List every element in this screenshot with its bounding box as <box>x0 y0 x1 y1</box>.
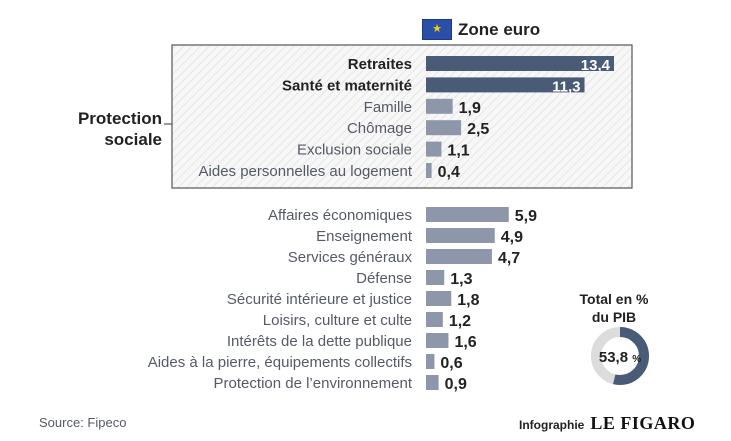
total-value-number: 53,8 <box>598 349 629 366</box>
total-value: 53,8 % <box>590 349 650 366</box>
total-title-line2: du PIB <box>591 309 637 325</box>
value-label: 11,3 <box>552 78 580 95</box>
group-label-line2: sociale <box>104 130 162 149</box>
category-label: Aides personnelles au logement <box>199 163 413 180</box>
bar <box>426 141 442 157</box>
bar <box>426 207 509 222</box>
category-label: Santé et maternité <box>282 77 412 94</box>
category-label: Sécurité intérieure et justice <box>227 291 412 308</box>
total-title-line1: Total en % <box>579 291 649 307</box>
category-label: Loisirs, culture et culte <box>263 312 412 329</box>
bar <box>426 354 435 369</box>
value-label: 0,9 <box>445 376 467 393</box>
value-label: 0,4 <box>438 164 460 181</box>
eu-flag-icon: ★ <box>422 19 452 40</box>
value-label: 4,7 <box>498 250 520 267</box>
bar <box>426 291 452 306</box>
bar <box>426 98 453 114</box>
bar <box>426 77 585 93</box>
total-value-unit: % <box>632 354 642 365</box>
category-label: Retraites <box>348 56 412 73</box>
legend-label: Zone euro <box>458 19 541 39</box>
value-label: 1,9 <box>459 100 481 117</box>
category-label: Services généraux <box>288 249 413 266</box>
value-label: 4,9 <box>501 229 523 246</box>
bar <box>426 56 614 71</box>
value-label: 1,2 <box>449 313 471 330</box>
bar <box>426 312 443 327</box>
value-label: 1,6 <box>454 334 476 351</box>
group-label-line1: Protection <box>77 109 162 128</box>
donut-arc <box>591 327 649 385</box>
bar <box>426 270 445 285</box>
category-label: Aides à la pierre, équipements collectif… <box>148 354 412 371</box>
value-label: 0,6 <box>440 355 462 372</box>
bar <box>426 249 492 264</box>
value-label: 1,8 <box>457 292 479 309</box>
credit: Infographie LE FIGARO <box>519 413 695 434</box>
value-label: 2,5 <box>467 121 489 138</box>
category-label: Enseignement <box>316 228 413 245</box>
total-donut <box>591 327 649 385</box>
le-figaro-logo: LE FIGARO <box>590 413 696 433</box>
category-label: Défense <box>356 270 412 287</box>
bar <box>426 333 449 348</box>
group-label-protection-sociale: Protection sociale <box>40 108 162 150</box>
bar <box>426 375 439 390</box>
total-title: Total en % du PIB <box>566 290 662 326</box>
category-label: Chômage <box>347 120 412 137</box>
category-label: Exclusion sociale <box>297 142 412 159</box>
category-label: Famille <box>364 99 412 116</box>
category-label: Intérêts de la dette publique <box>227 333 412 350</box>
value-label: 1,1 <box>447 143 469 160</box>
legend: ★ Zone euro <box>422 19 540 40</box>
value-label: 13,4 <box>581 57 611 74</box>
source-note: Source: Fipeco <box>39 415 127 430</box>
value-label: 5,9 <box>515 208 537 225</box>
category-label: Affaires économiques <box>268 207 412 224</box>
category-label: Protection de l’environnement <box>214 375 413 392</box>
bar <box>426 120 462 136</box>
bar <box>426 163 432 178</box>
bar <box>426 228 495 243</box>
value-label: 1,3 <box>450 271 472 288</box>
credit-prefix: Infographie <box>519 418 585 432</box>
